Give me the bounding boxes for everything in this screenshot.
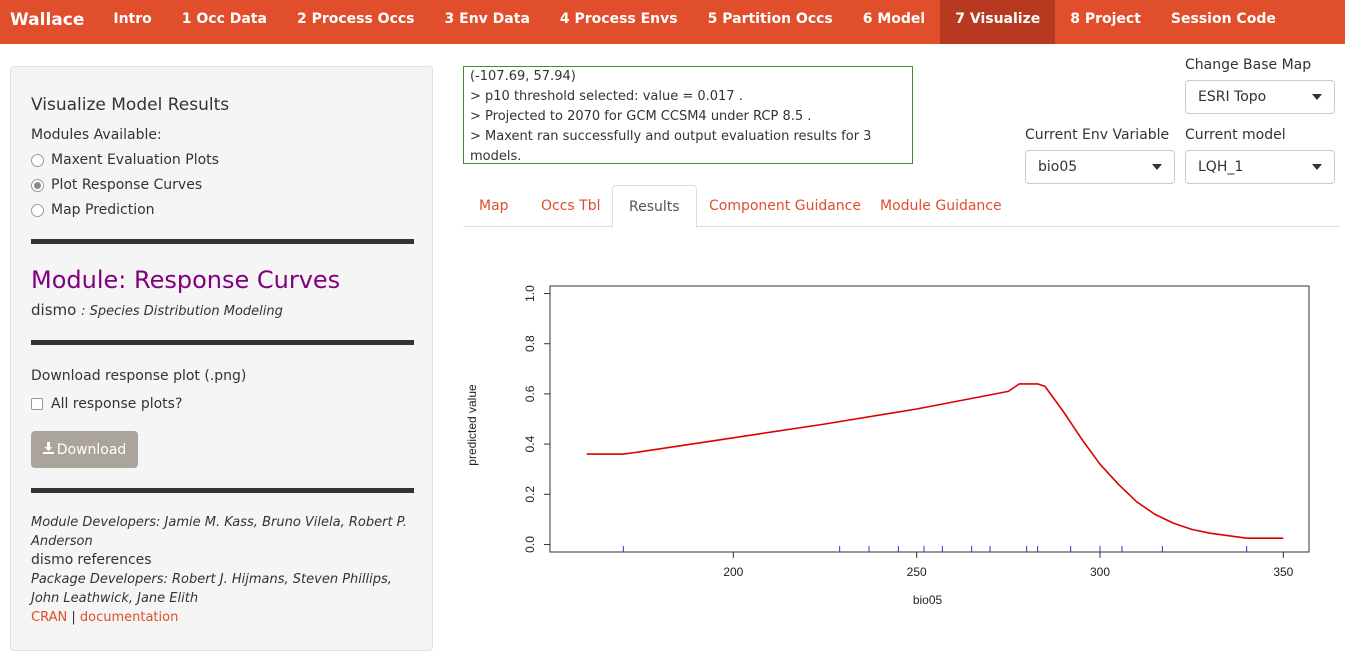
nav-session-code[interactable]: Session Code [1170,11,1276,27]
module-option-map-prediction[interactable]: Map Prediction [31,200,155,220]
download-button[interactable]: Download [31,431,138,468]
module-option-evaluation-plots[interactable]: Maxent Evaluation Plots [31,150,219,170]
y-tick-label: 1.0 [523,285,537,302]
modules-label: Modules Available: [31,127,162,143]
references-package: dismo [31,552,74,568]
radio-button-selected[interactable] [31,178,44,192]
module-option-response-curves[interactable]: Plot Response Curves [31,175,202,195]
nav-process-envs[interactable]: 4 Process Envs [559,11,678,27]
env-variable-value: bio05 [1038,159,1078,175]
tab-results[interactable]: Results [612,185,697,228]
radio-button[interactable] [31,153,44,167]
nav-process-occs[interactable]: 2 Process Occs [296,11,415,27]
radio-button[interactable] [31,203,44,217]
y-tick-label: 0.2 [523,486,537,503]
module-option-label: Map Prediction [51,202,155,218]
log-window[interactable]: (-107.69, 57.94) > p10 threshold selecte… [463,66,913,164]
tab-module-guidance[interactable]: Module Guidance [880,198,1002,214]
cran-link[interactable]: CRAN [31,610,68,625]
credits: Module Developers: Jamie M. Kass, Bruno … [31,513,411,627]
nav-project[interactable]: 8 Project [1070,11,1141,27]
chevron-down-icon [1312,164,1322,170]
basemap-value: ESRI Topo [1198,89,1267,105]
references-label: references [77,552,152,568]
link-separator: | [71,610,76,625]
x-axis-label: bio05 [913,593,943,607]
model-value: LQH_1 [1198,159,1244,175]
navbar: Wallace Intro 1 Occ Data 2 Process Occs … [0,0,1345,44]
module-option-label: Plot Response Curves [51,177,203,193]
y-tick-label: 0.8 [523,335,537,352]
basemap-select[interactable]: ESRI Topo [1185,80,1335,114]
package-line: dismo : Species Distribution Modeling [31,301,283,319]
download-button-label: Download [56,441,127,458]
response-curve-line [586,383,1284,540]
basemap-label: Change Base Map [1185,57,1312,73]
tab-map[interactable]: Map [479,198,509,214]
module-option-label: Maxent Evaluation Plots [51,152,219,168]
results-tabs: Map Occs Tbl Results Component Guidance … [463,185,1340,228]
env-variable-select[interactable]: bio05 [1025,150,1175,184]
nav-occ-data[interactable]: 1 Occ Data [181,11,267,27]
chevron-down-icon [1312,94,1322,100]
module-title: Module: Response Curves [31,266,341,294]
nav-model[interactable]: 6 Model [862,11,926,27]
x-tick-label: 200 [723,565,743,579]
sidebar-panel: Visualize Model Results Modules Availabl… [10,66,433,651]
y-tick-label: 0.0 [523,536,537,553]
divider [31,239,414,244]
x-tick-label: 250 [907,565,927,579]
x-tick-label: 300 [1090,565,1110,579]
log-line: > Projected to 2070 for GCM CCSM4 under … [470,109,812,124]
nav-partition-occs[interactable]: 5 Partition Occs [707,11,833,27]
divider [31,488,414,493]
package-description: : Species Distribution Modeling [81,304,283,319]
model-select[interactable]: LQH_1 [1185,150,1335,184]
module-developers: Module Developers: Jamie M. Kass, Bruno … [31,515,407,549]
app-brand[interactable]: Wallace [10,10,85,30]
log-line: > p10 threshold selected: value = 0.017 … [470,89,743,104]
download-plot-label: Download response plot (.png) [31,368,247,384]
nav-visualize[interactable]: 7 Visualize [940,0,1056,44]
plot-frame [549,285,1310,553]
download-icon [42,441,54,458]
env-variable-label: Current Env Variable [1025,127,1170,143]
documentation-link[interactable]: documentation [79,610,179,625]
divider [31,340,414,345]
package-developers: Package Developers: Robert J. Hijmans, S… [31,572,392,606]
y-tick-label: 0.6 [523,385,537,402]
model-label: Current model [1185,127,1286,143]
nav-intro[interactable]: Intro [113,11,152,27]
all-plots-option[interactable]: All response plots? [31,396,182,412]
package-name: dismo [31,301,77,319]
chevron-down-icon [1152,164,1162,170]
nav-env-data[interactable]: 3 Env Data [444,11,530,27]
all-plots-checkbox[interactable] [31,398,43,410]
response-curve-chart: 200 250 300 350 0.0 0.2 0.4 0.6 0.8 1.0 bio05 predi… [465,285,1310,607]
all-plots-label: All response plots? [51,396,183,412]
x-tick-label: 350 [1273,565,1293,579]
log-line: (-107.69, 57.94) [470,69,576,84]
y-axis-label: predicted value [465,384,479,466]
log-line: > Maxent ran successfully and output eva… [470,129,872,164]
tab-occs-tbl[interactable]: Occs Tbl [541,198,601,214]
y-tick-label: 0.4 [523,435,537,452]
sidebar-title: Visualize Model Results [31,95,230,115]
tab-component-guidance[interactable]: Component Guidance [709,198,861,214]
